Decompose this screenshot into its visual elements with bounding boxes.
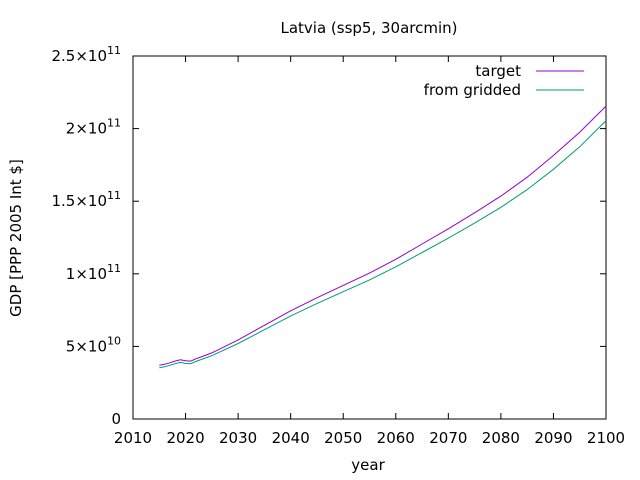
series-line-0 xyxy=(159,105,607,366)
x-tick-label: 2100 xyxy=(587,429,625,447)
y-tick-mantissa: 2×10 xyxy=(66,120,107,138)
y-tick-label: 2.5×1011 xyxy=(51,44,121,65)
y-tick-exponent: 11 xyxy=(107,44,121,57)
y-tick-mantissa: 1.5×10 xyxy=(51,192,107,210)
y-tick-exponent: 11 xyxy=(107,262,121,275)
x-axis-ticks: 2010 2020 2030 2040 2050 2060 2070 2080 2090 2100 xyxy=(114,56,625,447)
y-tick-label: 2×1011 xyxy=(66,117,121,138)
y-tick-exponent: 11 xyxy=(107,189,121,202)
series-lines xyxy=(159,105,607,369)
y-tick-label: 1×1011 xyxy=(66,262,121,283)
x-tick-label: 2070 xyxy=(429,429,467,447)
x-tick-label: 2010 xyxy=(114,429,152,447)
y-axis-label: GDP [PPP 2005 Int $] xyxy=(7,159,25,317)
series-line-1 xyxy=(159,120,607,369)
x-tick-label: 2040 xyxy=(272,429,310,447)
legend-label-0: target xyxy=(475,62,521,80)
x-tick-label: 2030 xyxy=(219,429,257,447)
y-tick-mantissa: 0 xyxy=(111,410,121,428)
y-tick-label: 5×1010 xyxy=(66,334,121,355)
y-tick-exponent: 10 xyxy=(107,334,121,347)
y-tick-mantissa: 2.5×10 xyxy=(51,47,107,65)
x-tick-label: 2020 xyxy=(166,429,204,447)
chart-title: Latvia (ssp5, 30arcmin) xyxy=(280,19,457,37)
y-tick-mantissa: 5×10 xyxy=(66,337,107,355)
x-axis-label: year xyxy=(351,456,385,474)
x-tick-label: 2080 xyxy=(482,429,520,447)
x-tick-label: 2050 xyxy=(324,429,362,447)
y-tick-mantissa: 1×10 xyxy=(66,265,107,283)
legend-label-1: from gridded xyxy=(424,81,521,99)
y-tick-exponent: 11 xyxy=(107,117,121,130)
x-tick-label: 2060 xyxy=(377,429,415,447)
plot-frame xyxy=(132,55,607,420)
y-tick-label: 1.5×1011 xyxy=(51,189,121,210)
x-tick-label: 2090 xyxy=(534,429,572,447)
y-tick-label: 0 xyxy=(111,410,121,428)
